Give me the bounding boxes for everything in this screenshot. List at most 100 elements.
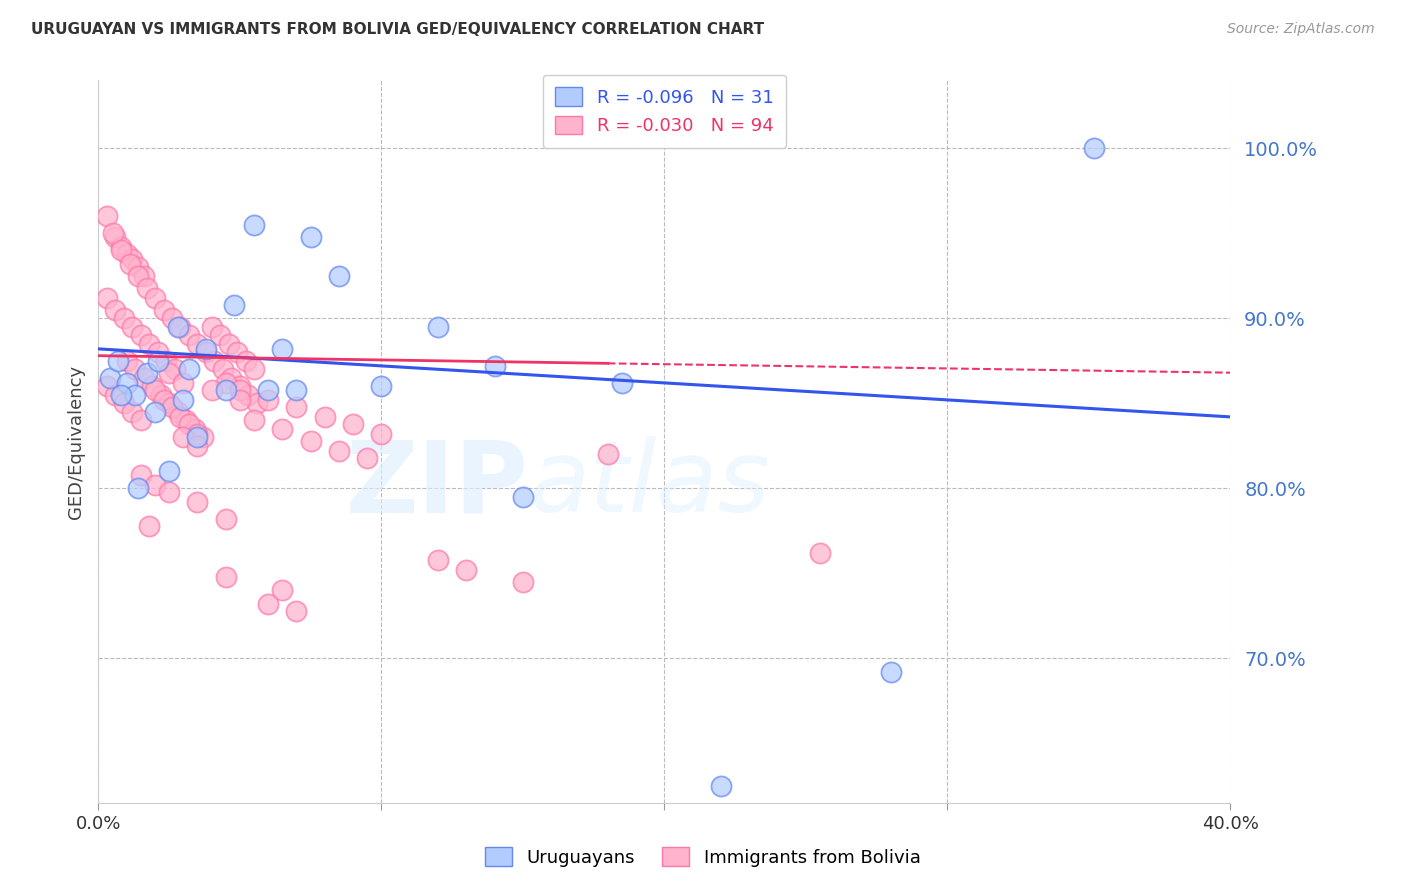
Point [115,376,138,390]
Point [314,409,336,424]
Point [215,383,238,397]
Point [110,240,132,254]
Point [129,328,152,343]
Point [104,388,127,402]
Legend: Uruguayans, Immigrants from Bolivia: Uruguayans, Immigrants from Bolivia [478,840,928,874]
Point [186,426,208,441]
Point [121,405,143,419]
Point [110,244,132,258]
Point [243,218,266,232]
Point [370,379,392,393]
Point [163,362,186,376]
Point [710,779,733,793]
Point [215,512,238,526]
Point [229,383,252,397]
Point [149,388,172,402]
Point [155,353,177,368]
Point [143,291,166,305]
Point [143,405,166,419]
Point [174,413,197,427]
Point [160,311,183,326]
Point [157,484,180,499]
Point [115,246,138,260]
Point [356,450,378,465]
Legend: R = -0.096   N = 31, R = -0.030   N = 94: R = -0.096 N = 31, R = -0.030 N = 94 [543,75,786,148]
Point [186,430,208,444]
Point [204,353,226,368]
Point [98,371,121,385]
Point [808,546,831,560]
Point [135,281,157,295]
Point [328,443,350,458]
Point [183,422,205,436]
Point [1083,141,1105,155]
Point [194,345,217,359]
Point [229,392,252,407]
Point [177,362,200,376]
Point [104,229,127,244]
Point [152,392,174,407]
Point [112,396,135,410]
Point [512,574,534,589]
Point [166,319,188,334]
Point [124,388,146,402]
Point [342,417,364,431]
Point [129,467,152,482]
Point [194,342,217,356]
Point [285,604,308,618]
Point [212,362,235,376]
Point [285,400,308,414]
Point [141,379,163,393]
Point [157,396,180,410]
Point [238,388,260,402]
Point [484,359,506,373]
Point [243,362,266,376]
Point [299,434,322,448]
Point [257,597,280,611]
Point [880,665,903,679]
Point [456,563,478,577]
Point [257,392,280,407]
Point [328,268,350,283]
Point [110,388,132,402]
Point [143,383,166,397]
Point [143,478,166,492]
Point [135,366,157,380]
Point [226,345,249,359]
Point [243,413,266,427]
Point [512,490,534,504]
Text: Source: ZipAtlas.com: Source: ZipAtlas.com [1227,22,1375,37]
Point [96,379,118,393]
Point [160,400,183,414]
Point [124,362,146,376]
Point [172,376,194,390]
Point [215,570,238,584]
Point [596,447,619,461]
Point [299,229,322,244]
Point [427,552,450,566]
Point [285,383,308,397]
Point [104,302,127,317]
Point [96,291,118,305]
Point [157,366,180,380]
Text: URUGUAYAN VS IMMIGRANTS FROM BOLIVIA GED/EQUIVALENCY CORRELATION CHART: URUGUAYAN VS IMMIGRANTS FROM BOLIVIA GED… [31,22,763,37]
Point [177,328,200,343]
Text: atlas: atlas [529,436,770,533]
Point [172,430,194,444]
Point [101,227,124,241]
Point [112,311,135,326]
Point [218,336,240,351]
Point [257,383,280,397]
Point [127,481,149,495]
Point [271,583,294,598]
Point [201,319,224,334]
Point [271,342,294,356]
Point [138,518,160,533]
Point [235,353,257,368]
Point [132,371,155,385]
Point [127,260,149,275]
Point [107,353,129,368]
Point [121,319,143,334]
Point [169,409,191,424]
Point [146,353,169,368]
